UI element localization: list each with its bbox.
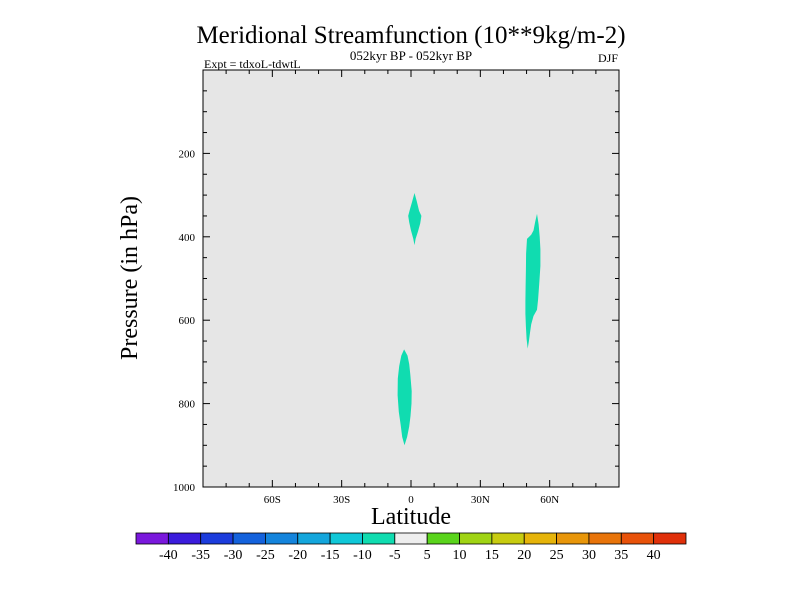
- contour-region-3: [397, 349, 412, 446]
- y-tick-label: 600: [179, 315, 196, 327]
- x-tick-label: 30S: [333, 494, 350, 506]
- colorbar-label: 15: [485, 548, 499, 563]
- minor-ticks: [203, 70, 619, 487]
- colorbar-label: 10: [453, 548, 467, 563]
- colorbar-swatch: [232, 532, 266, 545]
- contour-region-2: [525, 213, 541, 349]
- y-tick-label: 1000: [173, 482, 196, 494]
- contour-regions: [397, 193, 541, 446]
- colorbar-swatch: [200, 532, 234, 545]
- colorbar-label: -15: [321, 548, 340, 563]
- plot-background: [203, 70, 619, 487]
- y-axis-ticks: 200 400 600 800 1000: [173, 148, 619, 494]
- colorbar-label: -35: [191, 548, 210, 563]
- y-tick-label: 400: [179, 232, 196, 244]
- colorbar-swatch: [588, 532, 622, 545]
- chart-title: Meridional Streamfunction (10**9kg/m-2): [196, 22, 625, 49]
- colorbar-swatch: [491, 532, 525, 545]
- colorbar-swatch: [362, 532, 396, 545]
- colorbar-label: -40: [159, 548, 178, 563]
- colorbar-swatch: [167, 532, 202, 545]
- colorbar-label: -10: [353, 548, 372, 563]
- colorbar-swatch: [459, 532, 493, 545]
- y-axis-label: Pressure (in hPa): [117, 196, 143, 360]
- colorbar-label: -20: [288, 548, 307, 563]
- colorbar: [135, 532, 687, 545]
- colorbar-label: 40: [647, 548, 661, 563]
- y-tick-label: 800: [179, 399, 196, 411]
- colorbar-swatch: [426, 532, 460, 545]
- x-tick-label: 60N: [540, 494, 559, 506]
- colorbar-swatch: [653, 532, 687, 545]
- contour-region-1: [408, 193, 422, 246]
- colorbar-label: 20: [517, 548, 531, 563]
- season-label: DJF: [598, 51, 618, 65]
- y-tick-label: 200: [179, 148, 196, 160]
- chart-subtitle: 052kyr BP - 052kyr BP: [350, 48, 472, 63]
- colorbar-label: 30: [582, 548, 596, 563]
- colorbar-swatch: [135, 532, 169, 545]
- colorbar-swatch: [329, 532, 363, 545]
- x-axis-ticks: 60S 30S 0 30N 60N: [264, 70, 559, 506]
- x-axis-label: Latitude: [371, 504, 451, 530]
- colorbar-swatch: [297, 532, 331, 545]
- colorbar-label: -5: [389, 548, 401, 563]
- x-tick-label: 30N: [471, 494, 490, 506]
- colorbar-label: -25: [256, 548, 275, 563]
- colorbar-label: -30: [224, 548, 243, 563]
- colorbar-swatch: [394, 532, 428, 545]
- colorbar-swatch: [265, 532, 299, 545]
- colorbar-label: 35: [614, 548, 628, 563]
- x-tick-label: 60S: [264, 494, 281, 506]
- colorbar-swatch: [523, 532, 557, 545]
- colorbar-labels: -40 -35 -30 -25 -20 -15 -10 -5 5 10 15 20 25 30 35 40: [159, 548, 661, 563]
- x-tick-label: 0: [408, 494, 414, 506]
- experiment-label: Expt = tdxoL-tdwtL: [204, 57, 301, 71]
- colorbar-swatch: [620, 532, 655, 545]
- plot-area: 60S 30S 0 30N 60N 200 400 600 800 1000: [173, 69, 620, 506]
- colorbar-label: 25: [550, 548, 564, 563]
- colorbar-swatch: [556, 532, 590, 545]
- colorbar-label: 5: [424, 548, 431, 563]
